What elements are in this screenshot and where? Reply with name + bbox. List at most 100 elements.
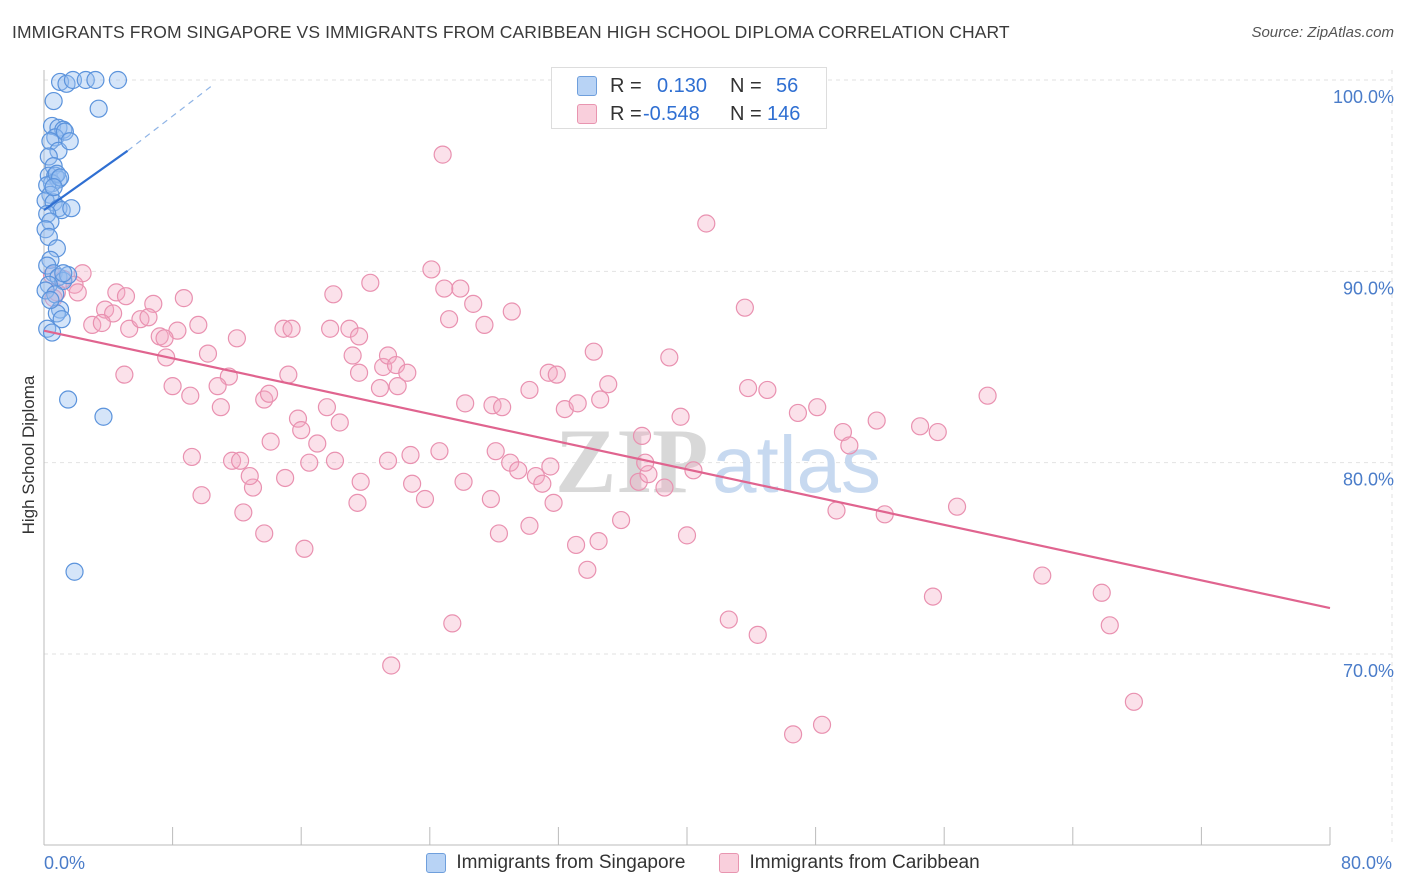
caribbean-point [541,457,560,476]
singapore-point [62,199,81,218]
caribbean-point [243,478,263,497]
caribbean-point [295,539,314,558]
caribbean-point [116,287,136,306]
caribbean-point [439,310,459,329]
caribbean-point [317,398,337,417]
singapore-trend-line [43,149,129,212]
caribbean-point [738,378,758,398]
caribbean-point [398,363,417,382]
singapore-point [86,70,105,90]
caribbean-point [697,214,716,233]
caribbean-point [783,725,803,744]
caribbean-point [599,375,618,394]
x-tick-labels: 0.0% 80.0% [44,853,1392,873]
caribbean-point [502,302,521,321]
caribbean-point [568,394,587,413]
caribbean-point [282,319,301,338]
caribbean-point [192,486,211,505]
r-value: 0.130 [657,74,708,97]
caribbean-point [300,453,319,472]
caribbean-point [430,442,449,461]
legend-item-singapore[interactable]: Immigrants from Singapore [426,852,685,874]
caribbean-point [533,474,552,493]
singapore-point [76,70,95,90]
caribbean-point [189,315,208,335]
caribbean-point [382,656,401,675]
singapore-swatch [426,853,447,873]
caribbean-point [308,434,327,453]
n-value: 56 [776,74,799,97]
axes [43,70,1331,846]
caribbean-point [401,445,420,465]
caribbean-point [629,472,648,491]
caribbean-swatch [577,104,597,124]
caribbean-point [475,315,494,335]
caribbean-point [788,403,808,423]
singapore-point [89,99,108,118]
caribbean-point [234,503,253,522]
singapore-point [52,310,71,329]
caribbean-point [481,489,500,509]
r-label: R = [610,102,642,125]
watermark-zip: ZIP [555,410,708,512]
n-label: N = [730,74,762,97]
y-tick-label: 90.0% [1343,278,1394,298]
y-tick-label: 80.0% [1343,470,1394,490]
singapore-point [60,132,79,151]
caribbean-point [261,432,280,451]
caribbean-point [584,342,603,361]
legend-label-singapore: Immigrants from Singapore [456,852,686,873]
caribbean-point [611,510,631,530]
caribbean-point [671,407,690,426]
caribbean-point [589,532,608,551]
caribbean-point [464,294,483,313]
caribbean-point [349,327,369,346]
singapore-trend-extension [127,83,215,152]
y-tick-labels: 100.0% 90.0% 80.0% 70.0% [1333,87,1394,681]
caribbean-point [719,610,738,629]
source-label: Source: ZipAtlas.com [1251,24,1394,41]
caribbean-point [348,493,367,512]
caribbean-point [343,346,362,365]
y-tick-label: 70.0% [1343,661,1394,681]
caribbean-point [415,489,435,509]
singapore-point [54,271,73,290]
caribbean-point [808,398,827,417]
chart-title: IMMIGRANTS FROM SINGAPORE VS IMMIGRANTS … [12,22,1010,42]
watermark-atlas: atlas [712,420,881,509]
caribbean-point [1124,692,1143,711]
caribbean-point [288,409,308,428]
caribbean-point [255,390,274,409]
caribbean-point [349,363,369,382]
caribbean-point [422,260,441,279]
caribbean-point [639,465,658,484]
caribbean-point [361,273,380,292]
caribbean-point [388,377,407,396]
singapore-swatch [577,76,597,96]
singapore-point [47,239,66,258]
singapore-point [41,250,60,269]
caribbean-point [655,478,674,497]
caribbean-point [340,319,359,338]
caribbean-point [163,377,182,396]
legend-item-caribbean[interactable]: Immigrants from Caribbean [719,852,980,874]
y-tick-label: 100.0% [1333,87,1394,107]
singapore-points [36,70,128,581]
singapore-point [63,70,83,90]
singapore-point [50,168,70,187]
caribbean-point [827,501,846,520]
x-tick-label: 80.0% [1341,853,1392,873]
caribbean-point [324,285,343,304]
singapore-point [39,275,58,294]
r-value: -0.548 [643,102,700,125]
caribbean-point [325,451,345,470]
legend: Immigrants from Singapore Immigrants fro… [0,852,1406,874]
caribbean-point [812,715,832,734]
caribbean-point [489,524,509,543]
caribbean-point [155,329,174,348]
caribbean-point [840,436,859,455]
caribbean-point [443,614,462,633]
caribbean-point [456,394,475,413]
caribbean-point [144,294,163,313]
